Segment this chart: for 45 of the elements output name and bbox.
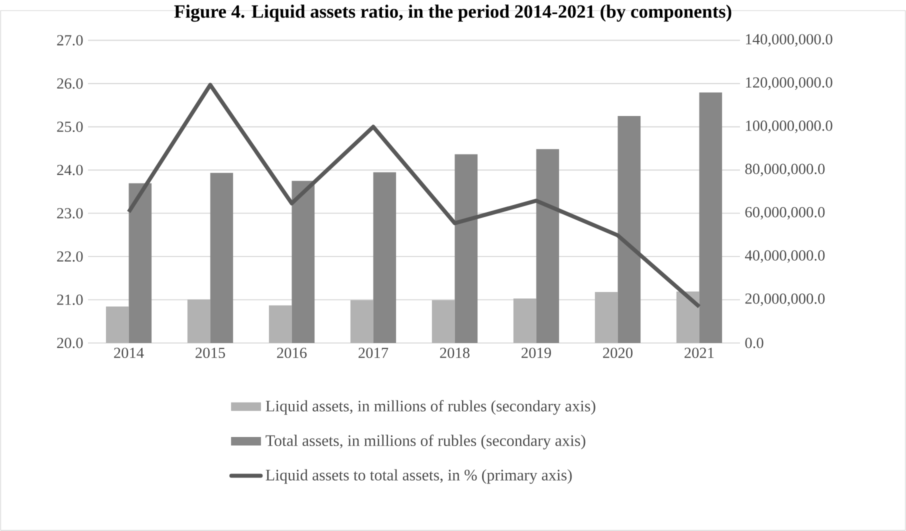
- y2-tick-label: 40,000,000.0: [744, 250, 825, 263]
- x-tick-label: 2016: [277, 348, 307, 358]
- y-tick-label: 24.0: [57, 164, 83, 176]
- bar: [106, 306, 129, 343]
- x-tick-label: 2017: [358, 348, 388, 358]
- x-tick-label: 2019: [522, 348, 551, 358]
- bar: [618, 116, 641, 343]
- y2-tick-label: 20,000,000.0: [745, 293, 825, 306]
- y-tick-label: 26.0: [57, 78, 83, 89]
- chart-title: Figure 4. Liquid assets ratio, in the period 2014-2021 (by components): [174, 4, 732, 22]
- x-tick-label: 2015: [196, 348, 225, 358]
- y2-tick-label: 80,000,000.0: [745, 164, 825, 176]
- y2-tick-label: 120,000,000.0: [746, 77, 832, 90]
- bar: [536, 149, 560, 343]
- bar: [513, 298, 536, 343]
- legend-label: Liquid assets, in millions of rubles (secondary axis): [266, 400, 596, 415]
- y2-tick-label: 100,000,000.0: [746, 120, 832, 134]
- legend-label: Total assets, in millions of rubles (secondary axis): [266, 434, 586, 450]
- y2-tick-label: 140,000,000.0: [746, 34, 832, 47]
- x-tick-label: 2018: [440, 348, 470, 358]
- bar: [128, 183, 152, 343]
- legend-label: Liquid assets to total assets, in % (primary axis): [266, 469, 572, 484]
- bar: [292, 180, 315, 343]
- y2-tick-label: 0.0: [745, 338, 764, 348]
- bar: [268, 305, 292, 343]
- bar: [432, 300, 455, 343]
- y-tick-label: 21.0: [57, 294, 83, 305]
- y-tick-label: 27.0: [57, 35, 83, 46]
- bar: [187, 300, 210, 343]
- bar: [699, 92, 722, 343]
- bar: [454, 154, 478, 343]
- y2-tick-label: 60,000,000.0: [745, 207, 825, 220]
- x-tick-label: 2020: [603, 348, 632, 358]
- bar: [676, 292, 700, 343]
- bar: [594, 292, 618, 343]
- y-tick-label: 20.0: [57, 338, 83, 348]
- y-tick-label: 23.0: [57, 208, 83, 218]
- bar: [210, 172, 234, 343]
- y-tick-label: 25.0: [57, 122, 83, 132]
- line-series: [126, 82, 702, 309]
- y-tick-label: 22.0: [57, 251, 83, 262]
- bar: [350, 300, 374, 343]
- x-tick-label: 2014: [114, 348, 144, 358]
- x-tick-label: 2021: [684, 348, 714, 358]
- bar: [373, 172, 396, 343]
